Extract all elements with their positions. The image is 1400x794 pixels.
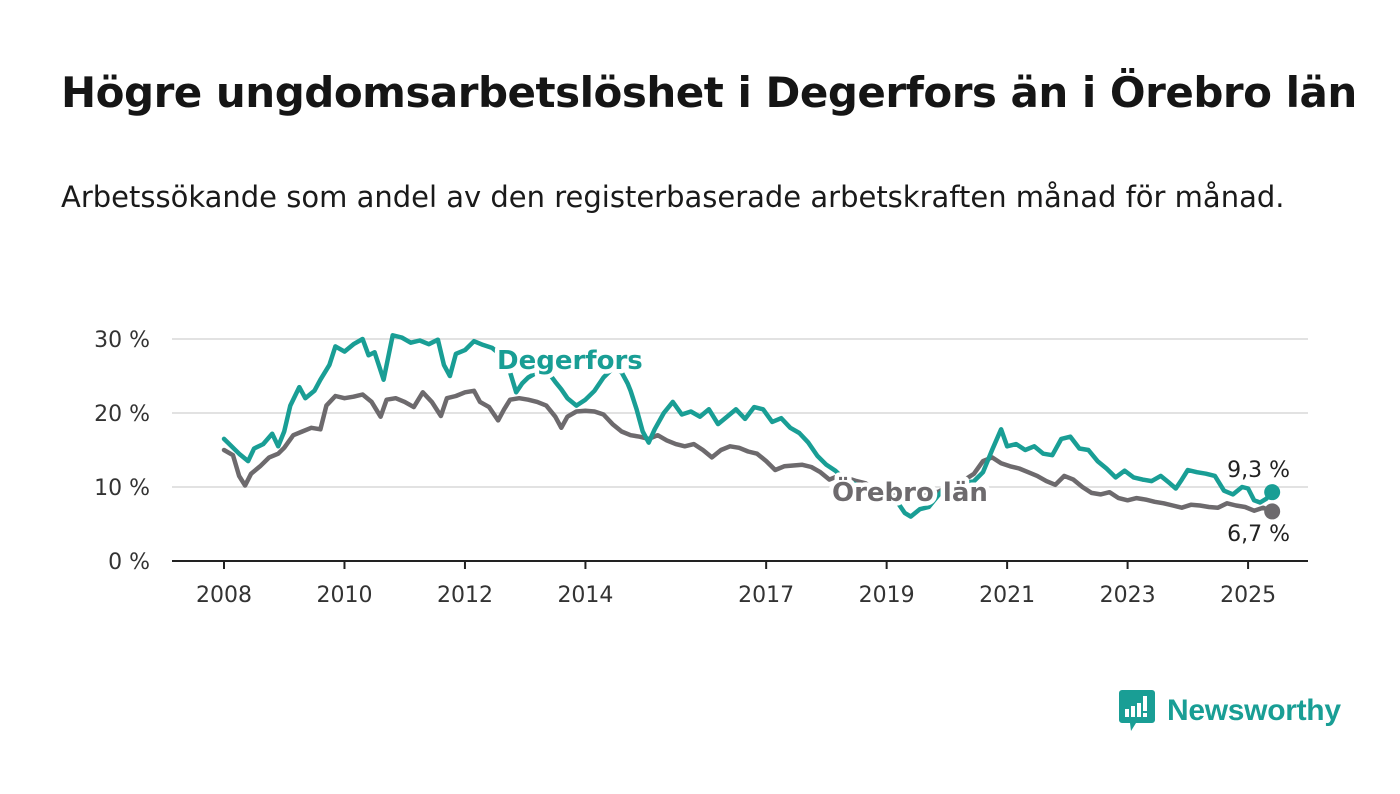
logo-text: Newsworthy xyxy=(1167,694,1341,727)
y-axis: 0 % 10 % 20 % 30 % xyxy=(94,328,150,575)
degerfors-label-halo: Degerfors xyxy=(497,346,643,376)
orebro-lan-label: Örebro län xyxy=(832,475,988,508)
x-axis: 2008 2010 2012 2014 2017 2019 2021 2023 2025 xyxy=(196,561,1276,608)
orebro-lan-end-value: 6,7 % xyxy=(1227,522,1290,547)
x-tick-label: 2010 xyxy=(316,583,372,608)
y-tick-label: 20 % xyxy=(94,402,150,427)
x-tick-label: 2012 xyxy=(437,583,493,608)
x-tick-label: 2021 xyxy=(979,583,1035,608)
series-lines xyxy=(221,333,1281,520)
chart-subtitle: Arbetssökande som andel av den registerb… xyxy=(61,180,1285,214)
degerfors-end-value: 9,3 % xyxy=(1227,458,1290,483)
newsworthy-logo: Newsworthy xyxy=(1119,690,1341,732)
x-tick-label: 2019 xyxy=(859,583,915,608)
orebro-lan-label-halo: Örebro län xyxy=(832,475,988,508)
degerfors-label: Degerfors xyxy=(497,346,643,376)
x-tick-label: 2014 xyxy=(557,583,613,608)
series-line-degerfors xyxy=(221,333,1275,519)
series-line-orebro-lan xyxy=(221,388,1275,514)
x-tick-label: 2008 xyxy=(196,583,252,608)
bar-chart-speech-bubble-icon xyxy=(1119,690,1155,731)
chart-title: Högre ungdomsarbetslöshet i Degerfors än… xyxy=(61,68,1357,117)
end-point-degerfors xyxy=(1264,484,1281,501)
x-tick-label: 2017 xyxy=(738,583,794,608)
y-tick-label: 0 % xyxy=(108,550,150,575)
x-tick-label: 2025 xyxy=(1220,583,1276,608)
y-tick-label: 10 % xyxy=(94,476,150,501)
y-tick-label: 30 % xyxy=(94,328,150,353)
end-point-orebro-lan xyxy=(1264,503,1281,520)
x-tick-label: 2023 xyxy=(1100,583,1156,608)
